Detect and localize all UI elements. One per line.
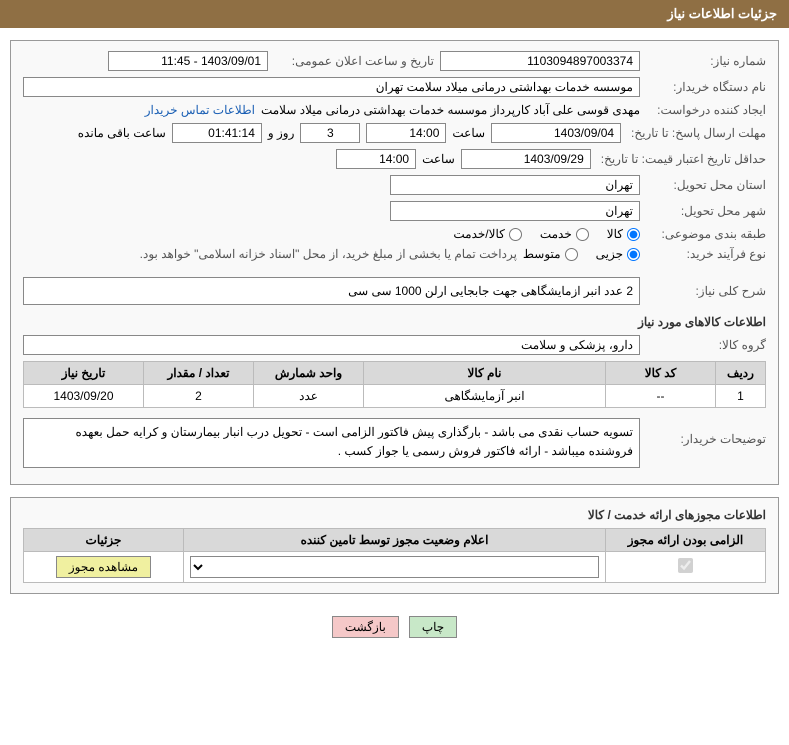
need-number-label: شماره نیاز:: [646, 54, 766, 68]
valid-until-label: حداقل تاریخ اعتبار قیمت: تا تاریخ:: [597, 152, 766, 166]
province-label: استان محل تحویل:: [646, 178, 766, 192]
category-both-radio[interactable]: کالا/خدمت: [453, 227, 521, 241]
desc-label: شرح کلی نیاز:: [646, 284, 766, 298]
license-panel: اطلاعات مجوزهای ارائه خدمت / کالا الزامی…: [10, 497, 779, 594]
cell-date: 1403/09/20: [24, 385, 144, 408]
need-number-field: 1103094897003374: [440, 51, 640, 71]
deadline-label: مهلت ارسال پاسخ: تا تاریخ:: [627, 126, 766, 140]
remaining-label: ساعت باقی مانده: [78, 126, 166, 140]
city-label: شهر محل تحویل:: [646, 204, 766, 218]
deadline-date-field: 1403/09/04: [491, 123, 621, 143]
buy-type-medium-radio[interactable]: متوسط: [523, 247, 578, 261]
license-section-title: اطلاعات مجوزهای ارائه خدمت / کالا: [23, 508, 766, 522]
need-panel: شماره نیاز: 1103094897003374 تاریخ و ساع…: [10, 40, 779, 485]
cell-qty: 2: [144, 385, 254, 408]
col-code: کد کالا: [606, 362, 716, 385]
time-word-1: ساعت: [452, 126, 485, 140]
col-date: تاریخ نیاز: [24, 362, 144, 385]
col-row: ردیف: [716, 362, 766, 385]
cell-row: 1: [716, 385, 766, 408]
category-label: طبقه بندی موضوعی:: [646, 227, 766, 241]
buy-type-partial-radio[interactable]: جزیی: [596, 247, 640, 261]
cell-name: انبر آزمایشگاهی: [364, 385, 606, 408]
table-row: مشاهده مجوز: [24, 552, 766, 583]
buy-type-label: نوع فرآیند خرید:: [646, 247, 766, 261]
buyer-notes-field: تسویه حساب نقدی می باشد - بارگذاری پیش ف…: [23, 418, 640, 468]
buyer-contact-link[interactable]: اطلاعات تماس خریدار: [145, 103, 255, 117]
lic-col-required: الزامی بودن ارائه مجوز: [606, 529, 766, 552]
col-name: نام کالا: [364, 362, 606, 385]
countdown-field: 01:41:14: [172, 123, 262, 143]
lic-col-detail: جزئیات: [24, 529, 184, 552]
col-qty: تعداد / مقدار: [144, 362, 254, 385]
license-status-select[interactable]: [190, 556, 599, 578]
province-field: تهران: [390, 175, 640, 195]
valid-until-time-field: 14:00: [336, 149, 416, 169]
requester-label: ایجاد کننده درخواست:: [646, 103, 766, 117]
public-date-label: تاریخ و ساعت اعلان عمومی:: [274, 54, 434, 68]
buyer-notes-label: توضیحات خریدار:: [646, 418, 766, 446]
city-field: تهران: [390, 201, 640, 221]
license-required-checkbox: [678, 558, 693, 573]
cell-unit: عدد: [254, 385, 364, 408]
col-unit: واحد شمارش: [254, 362, 364, 385]
goods-group-field: دارو، پزشکی و سلامت: [23, 335, 640, 355]
public-date-field: 1403/09/01 - 11:45: [108, 51, 268, 71]
category-service-radio[interactable]: خدمت: [540, 227, 589, 241]
requester-value: مهدی قوسی علی آباد کارپرداز موسسه خدمات …: [261, 103, 640, 117]
view-license-button[interactable]: مشاهده مجوز: [56, 556, 151, 578]
goods-table: ردیف کد کالا نام کالا واحد شمارش تعداد /…: [23, 361, 766, 408]
cell-code: --: [606, 385, 716, 408]
footer-buttons: چاپ بازگشت: [0, 606, 789, 652]
buy-note: پرداخت تمام یا بخشی از مبلغ خرید، از محل…: [140, 247, 517, 261]
days-remaining-field: 3: [300, 123, 360, 143]
deadline-time-field: 14:00: [366, 123, 446, 143]
time-word-2: ساعت: [422, 152, 455, 166]
goods-section-title: اطلاعات کالاهای مورد نیاز: [23, 315, 766, 329]
lic-col-status: اعلام وضعیت مجوز توسط تامین کننده: [184, 529, 606, 552]
desc-field: 2 عدد انبر ازمایشگاهی جهت جابجایی ارلن 1…: [23, 277, 640, 305]
back-button[interactable]: بازگشت: [332, 616, 399, 638]
table-row: 1 -- انبر آزمایشگاهی عدد 2 1403/09/20: [24, 385, 766, 408]
page-title: جزئیات اطلاعات نیاز: [0, 0, 789, 28]
category-goods-radio[interactable]: کالا: [607, 227, 640, 241]
print-button[interactable]: چاپ: [409, 616, 457, 638]
valid-until-date-field: 1403/09/29: [461, 149, 591, 169]
buyer-org-field: موسسه خدمات بهداشتی درمانی میلاد سلامت ت…: [23, 77, 640, 97]
buyer-org-label: نام دستگاه خریدار:: [646, 80, 766, 94]
days-and-label: روز و: [268, 126, 295, 140]
goods-group-label: گروه کالا:: [646, 338, 766, 352]
license-table: الزامی بودن ارائه مجوز اعلام وضعیت مجوز …: [23, 528, 766, 583]
